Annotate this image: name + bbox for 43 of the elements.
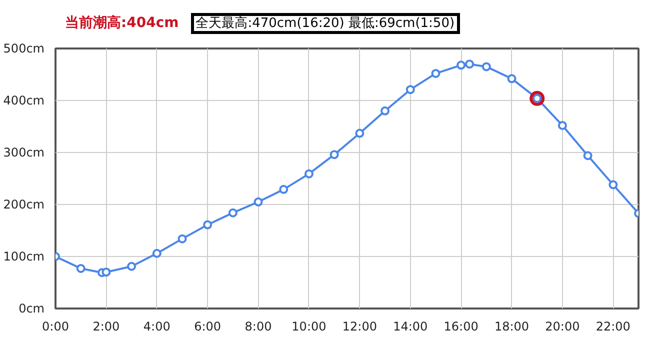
point [102,268,111,277]
y-tick-label: 200cm [3,198,45,212]
point [456,60,466,70]
point [76,264,86,273]
point [279,184,288,194]
x-tick-label: 18:00 [494,320,530,334]
point [431,68,440,78]
point [507,74,516,84]
point [530,90,545,106]
x-tick-label: 2:00 [92,320,120,334]
x-tick-label: 8:00 [244,320,272,334]
y-tick-label: 300cm [3,146,45,160]
point [178,234,187,244]
x-tick-label: 6:00 [194,320,222,334]
point [304,169,314,178]
x-tick-label: 16:00 [444,320,478,334]
x-tick-label: 0:00 [42,320,69,334]
text: 当前潮高:404cm [65,15,179,31]
point [228,208,238,218]
point [380,106,390,116]
point [330,150,339,160]
x-tick-label: 4:00 [143,320,170,334]
x-tick-label: 22:00 [596,320,630,334]
point [558,120,567,130]
text: 全天最高:470cm(16:20) 最低:69cm(1:50) [190,13,460,34]
x-tick-label: 12:00 [342,320,377,334]
point [482,62,491,72]
point [254,197,263,206]
point [203,220,212,230]
point [355,128,364,138]
y-tick-label: 0cm [18,302,44,316]
point [608,180,618,190]
y-tick-label: 100cm [3,250,45,264]
x-tick-label: 10:00 [292,320,326,334]
y-tick-label: 400cm [3,94,45,108]
x-tick-label: 20:00 [545,320,580,334]
point [406,85,415,94]
point [465,60,474,69]
point [152,248,162,258]
point [583,151,592,160]
y-tick-label: 500cm [3,42,45,56]
x-tick-label: 14:00 [393,320,428,334]
point [127,262,136,271]
